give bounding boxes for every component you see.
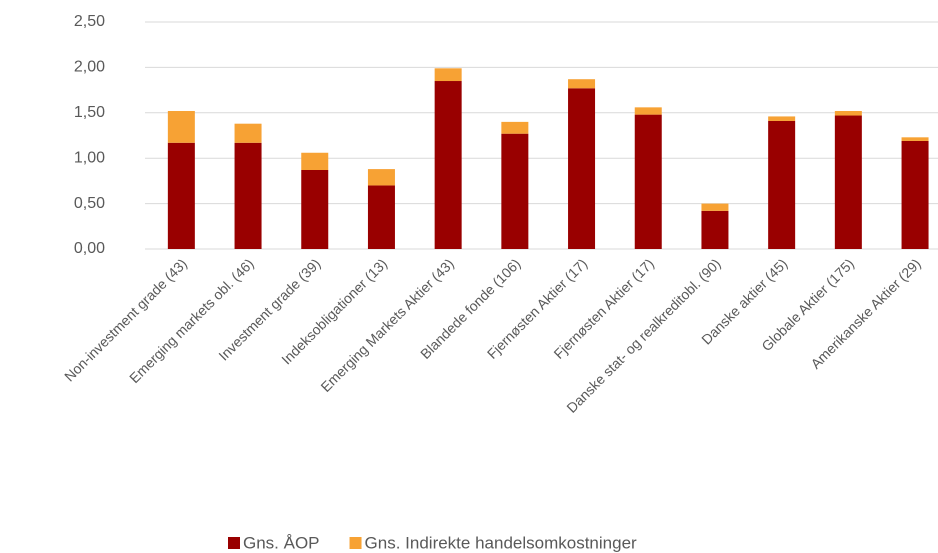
bar-segment: [167, 142, 195, 249]
bar-segment: [634, 107, 662, 115]
bar-segment: [367, 169, 395, 186]
legend-label: Gns. Indirekte handelsomkostninger: [365, 533, 637, 552]
bar-segment: [234, 142, 262, 249]
legend-swatch: [349, 537, 362, 549]
bar-segment: [834, 110, 862, 116]
bar-segment: [768, 120, 796, 249]
y-tick-label: 1,50: [74, 104, 105, 121]
legend-label: Gns. ÅOP: [243, 533, 320, 552]
bar-segment: [568, 88, 596, 249]
bar-segment: [434, 81, 462, 250]
bar-segment: [768, 116, 796, 121]
bar-segment: [701, 203, 729, 211]
bar-segment: [901, 140, 929, 249]
bar-segment: [301, 152, 329, 171]
y-tick-label: 0,00: [74, 240, 105, 257]
bar-segment: [167, 110, 195, 143]
bar-segment: [367, 185, 395, 249]
bar-segment: [501, 121, 529, 134]
bar-segment: [434, 68, 462, 82]
bar-segment: [901, 137, 929, 141]
x-tick-label: Non-investment grade (43): [61, 255, 190, 384]
bar-segment: [634, 114, 662, 249]
y-tick-label: 2,50: [74, 13, 105, 30]
bar-segment: [568, 79, 596, 89]
x-tick-label: Emerging markets obl. (46): [126, 255, 257, 386]
x-tick-label: Amerikanske Aktier (29): [807, 255, 923, 371]
legend-swatch: [228, 537, 240, 549]
y-tick-label: 1,00: [74, 149, 105, 166]
bar-segment: [301, 170, 329, 249]
bar-segment: [501, 133, 529, 249]
bar-segment: [701, 210, 729, 249]
bar-segment: [234, 123, 262, 143]
y-tick-label: 0,50: [74, 195, 105, 212]
bar-segment: [834, 115, 862, 249]
x-tick-label: Emerging Markets Aktier (43): [317, 255, 457, 395]
y-tick-label: 2,00: [74, 59, 105, 76]
